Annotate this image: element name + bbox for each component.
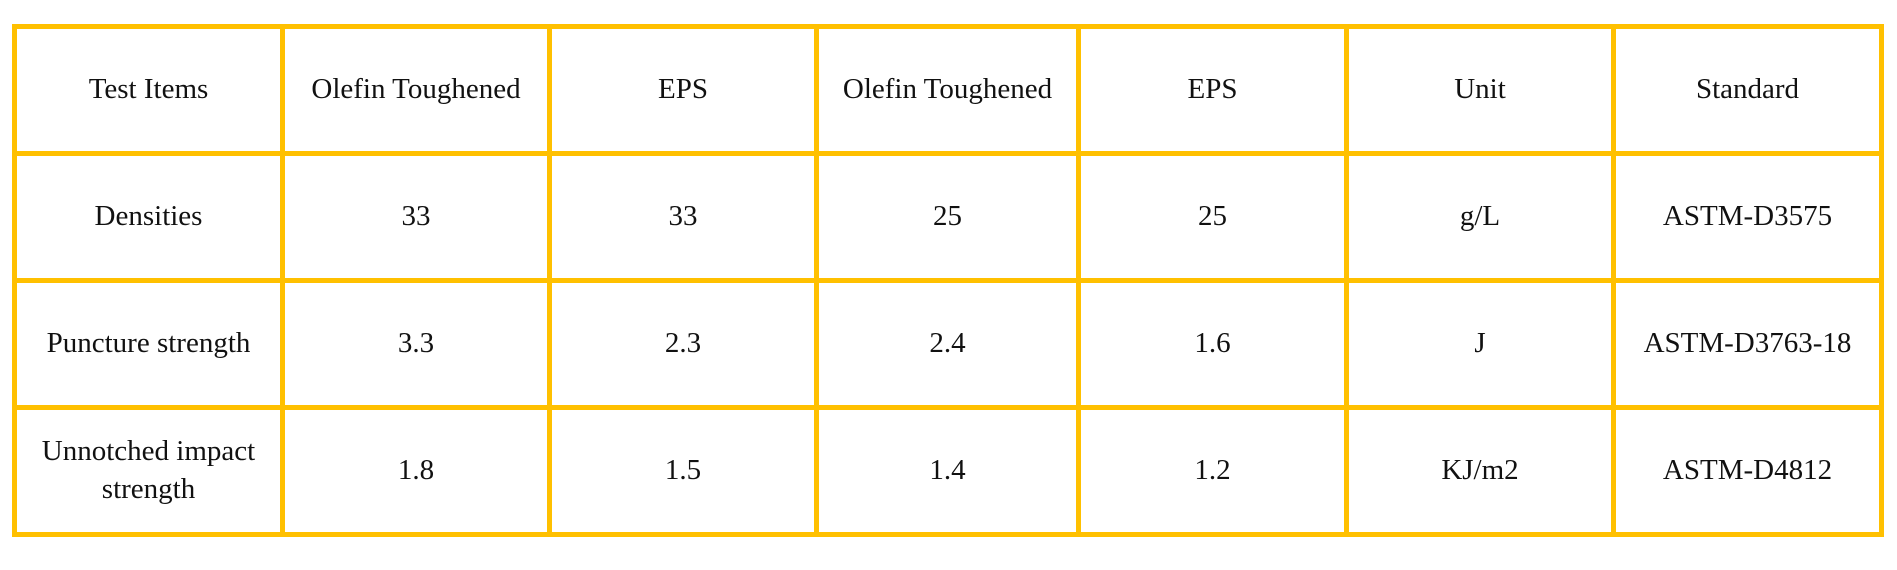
data-cell: 25 [1076,151,1349,283]
data-cell: 33 [280,151,552,283]
data-cell: 1.2 [1076,405,1349,537]
data-cell: 1.4 [814,405,1081,537]
properties-table: Test Items Olefin Toughened EPS Olefin Toug… [12,24,1884,537]
data-cell: J [1344,278,1616,410]
data-cell: g/L [1344,151,1616,283]
data-cell: 3.3 [280,278,552,410]
data-cell: ASTM-D3763-18 [1611,278,1884,410]
data-cell: KJ/m2 [1344,405,1616,537]
data-cell: 1.8 [280,405,552,537]
header-cell: EPS [547,24,819,156]
data-row: Unnotched impact strength 1.8 1.5 1.4 1.2 KJ/… [12,405,1884,537]
data-cell: 2.3 [547,278,819,410]
header-cell: Olefin Toughened [814,24,1081,156]
table-body: Test Items Olefin Toughened EPS Olefin Toug… [12,24,1884,537]
data-cell: ASTM-D3575 [1611,151,1884,283]
data-cell: 33 [547,151,819,283]
header-cell: Standard [1611,24,1884,156]
header-cell: Test Items [12,24,285,156]
data-cell: 2.4 [814,278,1081,410]
row-label: Unnotched impact strength [12,405,285,537]
row-label: Puncture strength [12,278,285,410]
data-cell: ASTM-D4812 [1611,405,1884,537]
data-row: Puncture strength 3.3 2.3 2.4 1.6 J ASTM-D3763… [12,278,1884,410]
header-row: Test Items Olefin Toughened EPS Olefin Toug… [12,24,1884,156]
data-row: Densities 33 33 25 25 g/L ASTM-D3575 [12,151,1884,283]
data-cell: 1.5 [547,405,819,537]
header-cell: EPS [1076,24,1349,156]
header-cell: Olefin Toughened [280,24,552,156]
table-container: Test Items Olefin Toughened EPS Olefin Toug… [12,24,1884,537]
header-cell: Unit [1344,24,1616,156]
row-label: Densities [12,151,285,283]
data-cell: 25 [814,151,1081,283]
data-cell: 1.6 [1076,278,1349,410]
